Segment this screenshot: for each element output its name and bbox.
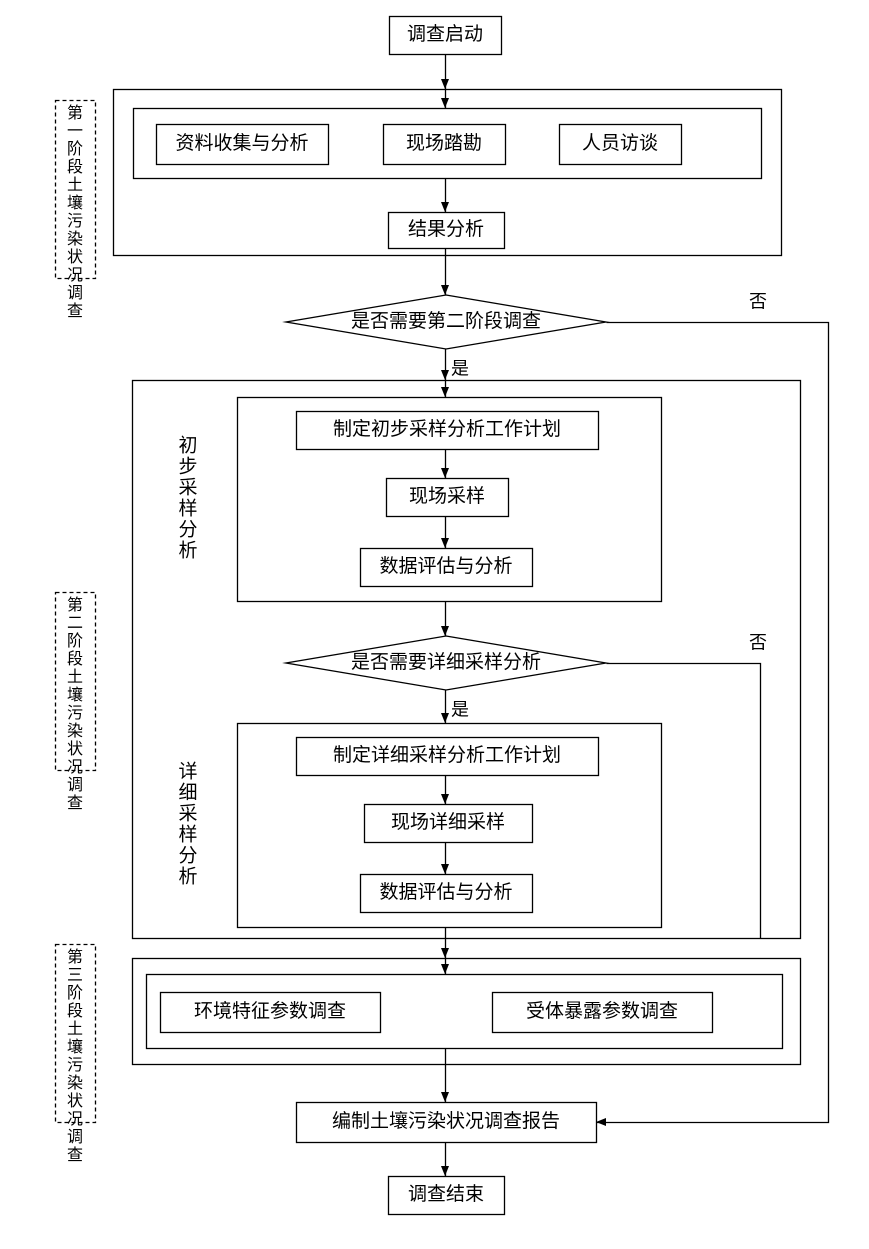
flowchart-canvas [0,0,869,1249]
